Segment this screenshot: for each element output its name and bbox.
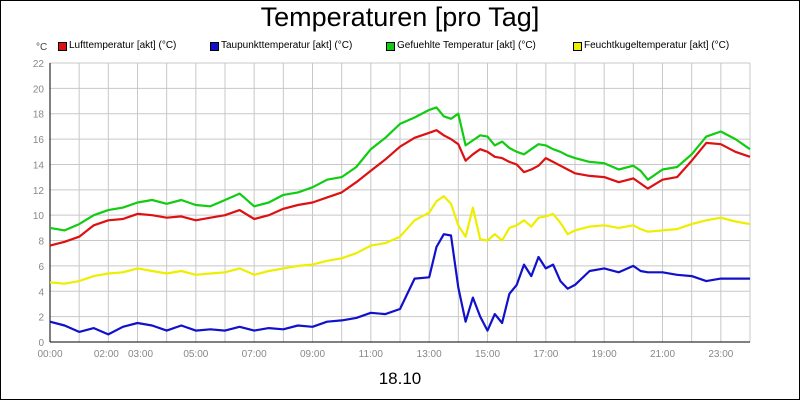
series-line	[49, 233, 750, 336]
y-axis-unit-label: °C	[36, 42, 48, 53]
legend-swatch-gefuehlte-temperatur	[386, 42, 395, 51]
x-tick-label: 15:00	[475, 349, 500, 360]
x-tick-label: 02:00	[94, 349, 119, 360]
legend-swatch-taupunkttemperatur	[210, 42, 219, 51]
x-tick-label: 19:00	[592, 349, 617, 360]
x-tick-label: 07:00	[242, 349, 267, 360]
y-tick-label: 16	[33, 135, 45, 146]
legend-label-feuchtkugeltemperatur: Feuchtkugeltemperatur [akt] (°C)	[584, 40, 730, 51]
y-tick-label: 10	[33, 211, 45, 222]
x-tick-label: 21:00	[650, 349, 675, 360]
legend-swatch-feuchtkugeltemperatur	[573, 42, 582, 51]
x-tick-label: 17:00	[533, 349, 558, 360]
y-tick-label: 20	[33, 84, 45, 95]
y-tick-label: 22	[33, 59, 45, 70]
chart-title: Temperaturen [pro Tag]	[260, 2, 540, 32]
y-tick-label: 8	[38, 237, 44, 248]
x-tick-label: 03:00	[128, 349, 153, 360]
x-tick-label: 13:00	[417, 349, 442, 360]
legend-label-taupunkttemperatur: Taupunkttemperatur [akt] (°C)	[221, 40, 353, 51]
legend-label-gefuehlte-temperatur: Gefuehlte Temperatur [akt] (°C)	[397, 40, 536, 51]
y-tick-label: 14	[33, 160, 45, 171]
legend-label-lufttemperatur: Lufttemperatur [akt] (°C)	[69, 40, 177, 51]
x-tick-label: 23:00	[708, 349, 733, 360]
y-tick-label: 0	[38, 338, 44, 349]
y-tick-label: 6	[38, 262, 44, 273]
x-tick-label: 11:00	[359, 349, 384, 360]
series-line	[49, 106, 751, 232]
x-tick-label: 05:00	[183, 349, 208, 360]
x-axis-date-label: 18.10	[378, 369, 422, 388]
x-tick-label: 00:00	[37, 349, 62, 360]
y-tick-label: 4	[38, 287, 44, 298]
series-line	[49, 129, 751, 247]
y-tick-label: 12	[33, 186, 45, 197]
series-line	[49, 195, 751, 285]
y-tick-label: 18	[33, 110, 45, 121]
y-tick-label: 2	[38, 313, 44, 324]
legend-swatch-lufttemperatur	[58, 42, 67, 51]
x-tick-label: 09:00	[300, 349, 325, 360]
